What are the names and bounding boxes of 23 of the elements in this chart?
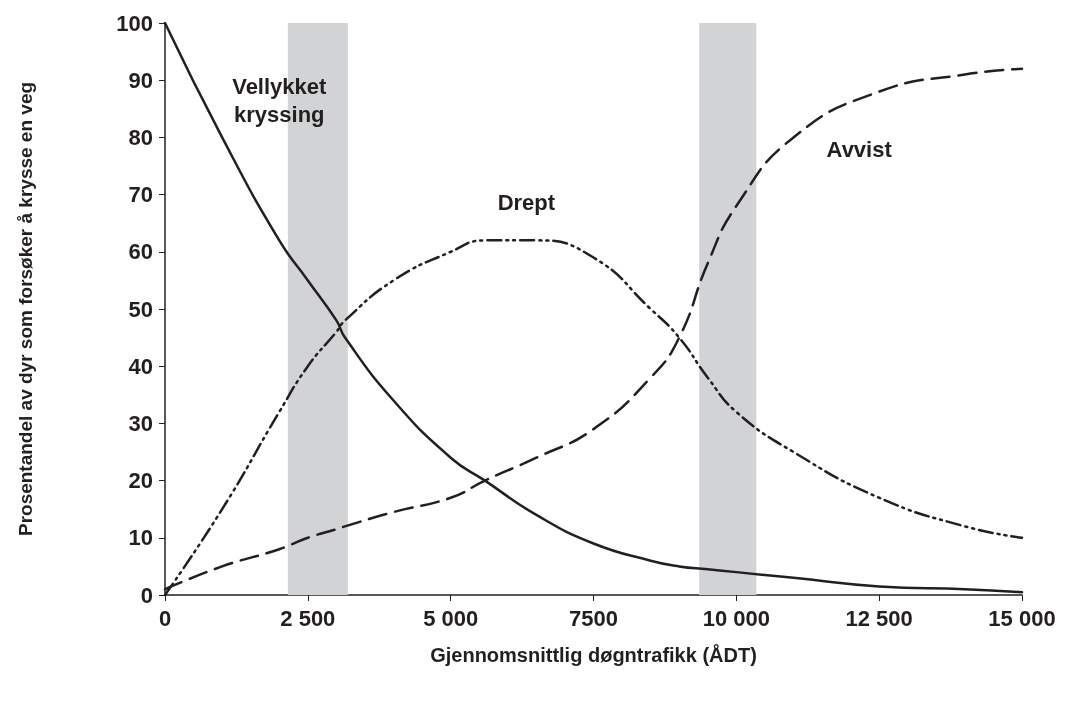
x-tick-label: 15 000 <box>988 605 1056 631</box>
y-axis-title: Prosentandel av dyr som forsøker å krysse en veg <box>15 81 36 537</box>
y-tick-label: 20 <box>128 468 153 494</box>
y-tick-label: 100 <box>116 10 153 36</box>
x-tick-label: 2 500 <box>280 605 336 631</box>
y-tick-label: 70 <box>128 182 153 208</box>
y-tick-label: 0 <box>140 582 153 608</box>
series-label: Drept <box>497 189 556 215</box>
x-tick-label: 12 500 <box>845 605 913 631</box>
y-tick-label: 10 <box>128 525 153 551</box>
y-tick-label: 80 <box>128 124 153 150</box>
x-tick-label: 10 000 <box>702 605 770 631</box>
x-axis-title: Gjennomsnittlig døgntrafikk (ÅDT) <box>430 643 757 666</box>
x-tick-label: 5 000 <box>423 605 479 631</box>
y-tick-label: 60 <box>128 239 153 265</box>
series-label: Avvist <box>826 137 893 163</box>
y-tick-label: 40 <box>128 353 153 379</box>
y-tick-label: 90 <box>128 67 153 93</box>
series-label: Vellykket kryssing <box>232 73 328 127</box>
y-tick-label: 50 <box>128 296 153 322</box>
x-tick-label: 7500 <box>569 605 618 631</box>
x-tick-label: 0 <box>158 605 172 631</box>
y-tick-label: 30 <box>128 410 153 436</box>
